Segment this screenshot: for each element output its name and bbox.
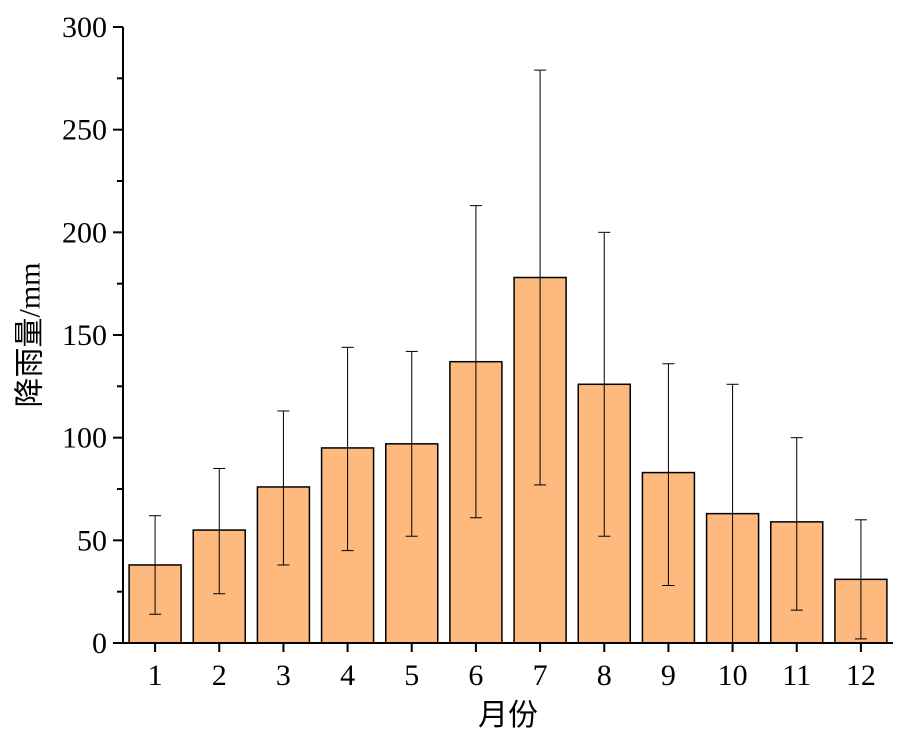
y-axis-title: 降雨量/mm: [14, 262, 47, 407]
error-bar-month-6: [469, 205, 482, 519]
x-tick-label: 1: [148, 659, 163, 692]
error-bar-month-4: [341, 346, 354, 552]
x-tick-label: 5: [404, 659, 419, 692]
x-tick-label: 6: [468, 659, 483, 692]
x-tick-label: 11: [782, 659, 811, 692]
error-bar-month-7: [534, 69, 547, 486]
y-tick-label: 50: [77, 524, 107, 557]
x-tick-label: 8: [597, 659, 612, 692]
error-bar-month-11: [790, 437, 803, 611]
x-tick-label: 2: [212, 659, 227, 692]
y-tick-label: 300: [62, 11, 107, 44]
y-tick-label: 100: [62, 422, 107, 455]
error-bar-month-1: [149, 515, 162, 615]
error-bars-layer: [149, 69, 867, 644]
y-tick-label: 0: [92, 627, 107, 660]
error-bar-month-12: [854, 519, 867, 640]
error-bar-month-3: [277, 410, 290, 566]
error-bar-month-5: [405, 350, 418, 537]
x-tick-label: 10: [718, 659, 748, 692]
bars-layer: [128, 276, 888, 644]
x-tick-label: 4: [340, 659, 355, 692]
y-tick-label: 150: [62, 319, 107, 352]
y-tick-label: 200: [62, 216, 107, 249]
error-bar-month-2: [213, 467, 226, 595]
error-bar-month-8: [598, 231, 611, 537]
x-tick-label: 7: [533, 659, 548, 692]
y-tick-label: 250: [62, 114, 107, 147]
x-axis-title: 月份: [478, 699, 538, 732]
axes-layer: [113, 26, 893, 652]
x-tick-label: 3: [276, 659, 291, 692]
x-tick-label: 12: [846, 659, 876, 692]
x-tick-label: 9: [661, 659, 676, 692]
error-bar-month-9: [662, 363, 675, 587]
